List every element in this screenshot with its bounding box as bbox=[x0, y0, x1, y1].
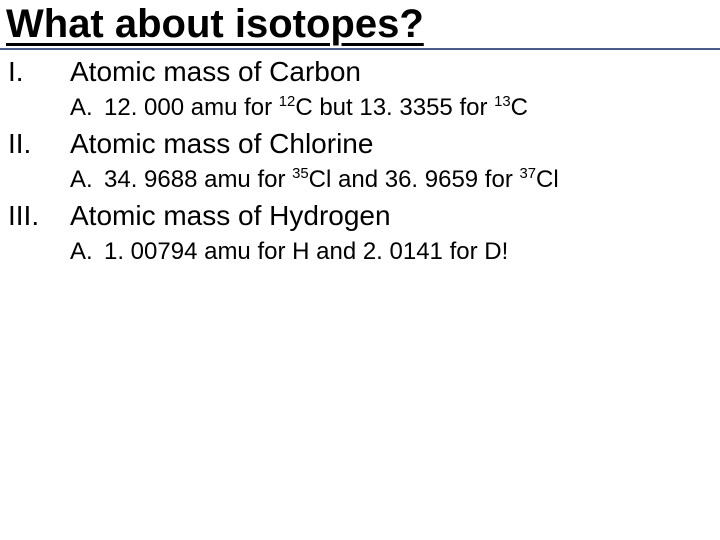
slide-title: What about isotopes? bbox=[6, 2, 714, 46]
outline-subitem: A. 34. 9688 amu for 35Cl and 36. 9659 fo… bbox=[8, 166, 712, 194]
roman-numeral: III. bbox=[8, 200, 70, 232]
outline-subtext: 34. 9688 amu for 35Cl and 36. 9659 for 3… bbox=[104, 166, 559, 194]
outline-item: III. Atomic mass of Hydrogen bbox=[8, 200, 712, 232]
roman-numeral: II. bbox=[8, 128, 70, 160]
roman-numeral: I. bbox=[8, 56, 70, 88]
alpha-letter: A. bbox=[70, 166, 104, 194]
outline-subtext: 12. 000 amu for 12C but 13. 3355 for 13C bbox=[104, 94, 528, 122]
title-divider bbox=[0, 48, 720, 50]
slide-content: I. Atomic mass of Carbon A. 12. 000 amu … bbox=[0, 56, 720, 266]
outline-item: I. Atomic mass of Carbon bbox=[8, 56, 712, 88]
slide: What about isotopes? I. Atomic mass of C… bbox=[0, 0, 720, 540]
outline-label: Atomic mass of Hydrogen bbox=[70, 200, 391, 232]
alpha-letter: A. bbox=[70, 238, 104, 266]
outline-label: Atomic mass of Carbon bbox=[70, 56, 361, 88]
alpha-letter: A. bbox=[70, 94, 104, 122]
outline-subtext: 1. 00794 amu for H and 2. 0141 for D! bbox=[104, 238, 508, 266]
outline-subitem: A. 1. 00794 amu for H and 2. 0141 for D! bbox=[8, 238, 712, 266]
outline-item: II. Atomic mass of Chlorine bbox=[8, 128, 712, 160]
title-wrap: What about isotopes? bbox=[0, 0, 720, 46]
outline-subitem: A. 12. 000 amu for 12C but 13. 3355 for … bbox=[8, 94, 712, 122]
outline-label: Atomic mass of Chlorine bbox=[70, 128, 373, 160]
